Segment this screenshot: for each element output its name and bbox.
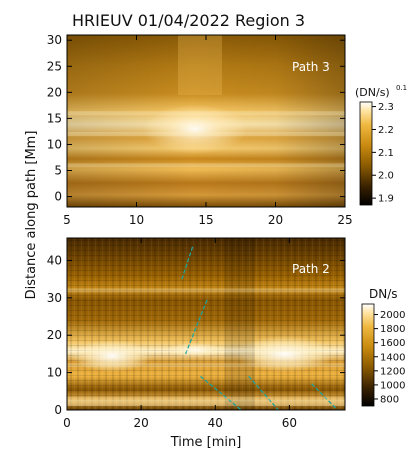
bottom-colorbar-tick-label: 2000 xyxy=(380,310,405,321)
bottom-bright-blob-mid xyxy=(165,343,225,357)
bottom-colorbar-tick-label: 1000 xyxy=(380,380,405,391)
bottom-colorbar-ramp xyxy=(361,303,375,407)
bottom-x-tick-label: 20 xyxy=(133,416,148,430)
bottom-colorbar-tick-label: 1600 xyxy=(380,338,405,349)
top-y-tick-label: 5 xyxy=(54,164,62,178)
top-colorbar: (DN/s) 0.1 2.3 2.2 2.1 2.0 1.9 xyxy=(355,84,407,206)
bottom-colorbar-ticks: 2000 1800 1600 1400 1200 1000 800 xyxy=(374,310,405,405)
bottom-x-tick-label: 0 xyxy=(63,416,71,430)
bottom-x-tick-label: 40 xyxy=(208,416,223,430)
top-x-tick-label: 15 xyxy=(198,213,213,227)
y-axis-label: Distance along path [Mm] xyxy=(24,131,39,300)
top-y-tick-label: 20 xyxy=(47,85,62,99)
bottom-colorbar-tick-label: 1400 xyxy=(380,352,405,363)
top-x-tick-label: 25 xyxy=(337,213,352,227)
top-bright-band xyxy=(67,163,345,168)
bottom-panel: Path 2 0 20 40 60 0 10 20 30 40 Time [min] xyxy=(47,237,346,450)
bottom-dark-column xyxy=(225,238,255,410)
bottom-overlay-line xyxy=(311,383,339,411)
bottom-bright-strip xyxy=(67,400,345,406)
bottom-bright-blob-left xyxy=(72,340,152,372)
top-colorbar-tick-label: 2.0 xyxy=(378,171,394,182)
top-x-tick-label: 5 xyxy=(63,213,71,227)
top-colorbar-tick-label: 1.9 xyxy=(378,194,394,205)
bottom-y-tick-label: 0 xyxy=(54,403,62,417)
bottom-y-tick-label: 30 xyxy=(47,291,62,305)
bottom-y-tick-label: 20 xyxy=(47,328,62,342)
bottom-bright-band xyxy=(67,396,345,401)
bottom-bright-band xyxy=(67,348,345,353)
bottom-colorbar-label: DN/s xyxy=(369,287,398,301)
bottom-colorbar: DN/s 2000 1800 1600 1400 1200 1000 800 xyxy=(361,287,405,407)
top-colorbar-ramp xyxy=(359,101,373,206)
bottom-bright-band xyxy=(67,288,345,293)
bottom-bright-band xyxy=(67,363,345,368)
top-x-tick-label: 20 xyxy=(268,213,283,227)
bottom-y-ticks: 0 10 20 30 40 xyxy=(47,253,345,417)
bottom-overlay-line xyxy=(185,297,209,355)
bottom-colorbar-tick-label: 1800 xyxy=(380,324,405,335)
bottom-overlay-line xyxy=(200,375,242,411)
bottom-y-tick-label: 10 xyxy=(47,366,62,380)
top-y-tick-label: 30 xyxy=(47,33,62,47)
bottom-frame xyxy=(66,237,346,411)
bottom-overlay-line xyxy=(248,375,279,411)
bottom-colorbar-tick-label: 1200 xyxy=(380,366,405,377)
top-x-tick-label: 10 xyxy=(129,213,144,227)
bottom-y-tick-label: 40 xyxy=(47,253,62,267)
top-y-tick-label: 10 xyxy=(47,137,62,151)
top-bright-band xyxy=(67,111,345,116)
top-colorbar-tick-label: 2.1 xyxy=(378,148,394,159)
figure-title: HRIEUV 01/04/2022 Region 3 xyxy=(72,11,305,30)
top-colorbar-tick-label: 2.3 xyxy=(378,102,394,113)
bottom-bright-blob-right xyxy=(235,336,335,372)
top-y-tick-label: 25 xyxy=(47,59,62,73)
bottom-path-annotation: Path 2 xyxy=(292,262,330,276)
top-colorbar-label: (DN/s) xyxy=(355,86,390,99)
top-y-ticks: 0 5 10 15 20 25 30 xyxy=(47,33,345,204)
top-heatmap-glow xyxy=(120,90,270,160)
bottom-x-tick-label: 60 xyxy=(282,416,297,430)
top-x-ticks: 5 10 15 20 25 xyxy=(63,35,353,227)
top-plume xyxy=(178,35,222,95)
top-y-tick-label: 0 xyxy=(54,190,62,204)
x-axis-label: Time [min] xyxy=(170,435,242,450)
top-bright-band xyxy=(67,132,345,137)
bottom-x-ticks: 0 20 40 60 xyxy=(63,238,297,430)
top-path-annotation: Path 3 xyxy=(292,60,330,74)
top-colorbar-tick-label: 2.2 xyxy=(378,125,394,136)
bottom-overlay-lines xyxy=(181,245,339,411)
top-colorbar-exponent: 0.1 xyxy=(396,84,407,92)
top-y-tick-label: 15 xyxy=(47,111,62,125)
top-colorbar-ticks: 2.3 2.2 2.1 2.0 1.9 xyxy=(372,102,394,205)
bottom-colorbar-tick-label: 800 xyxy=(380,394,399,405)
